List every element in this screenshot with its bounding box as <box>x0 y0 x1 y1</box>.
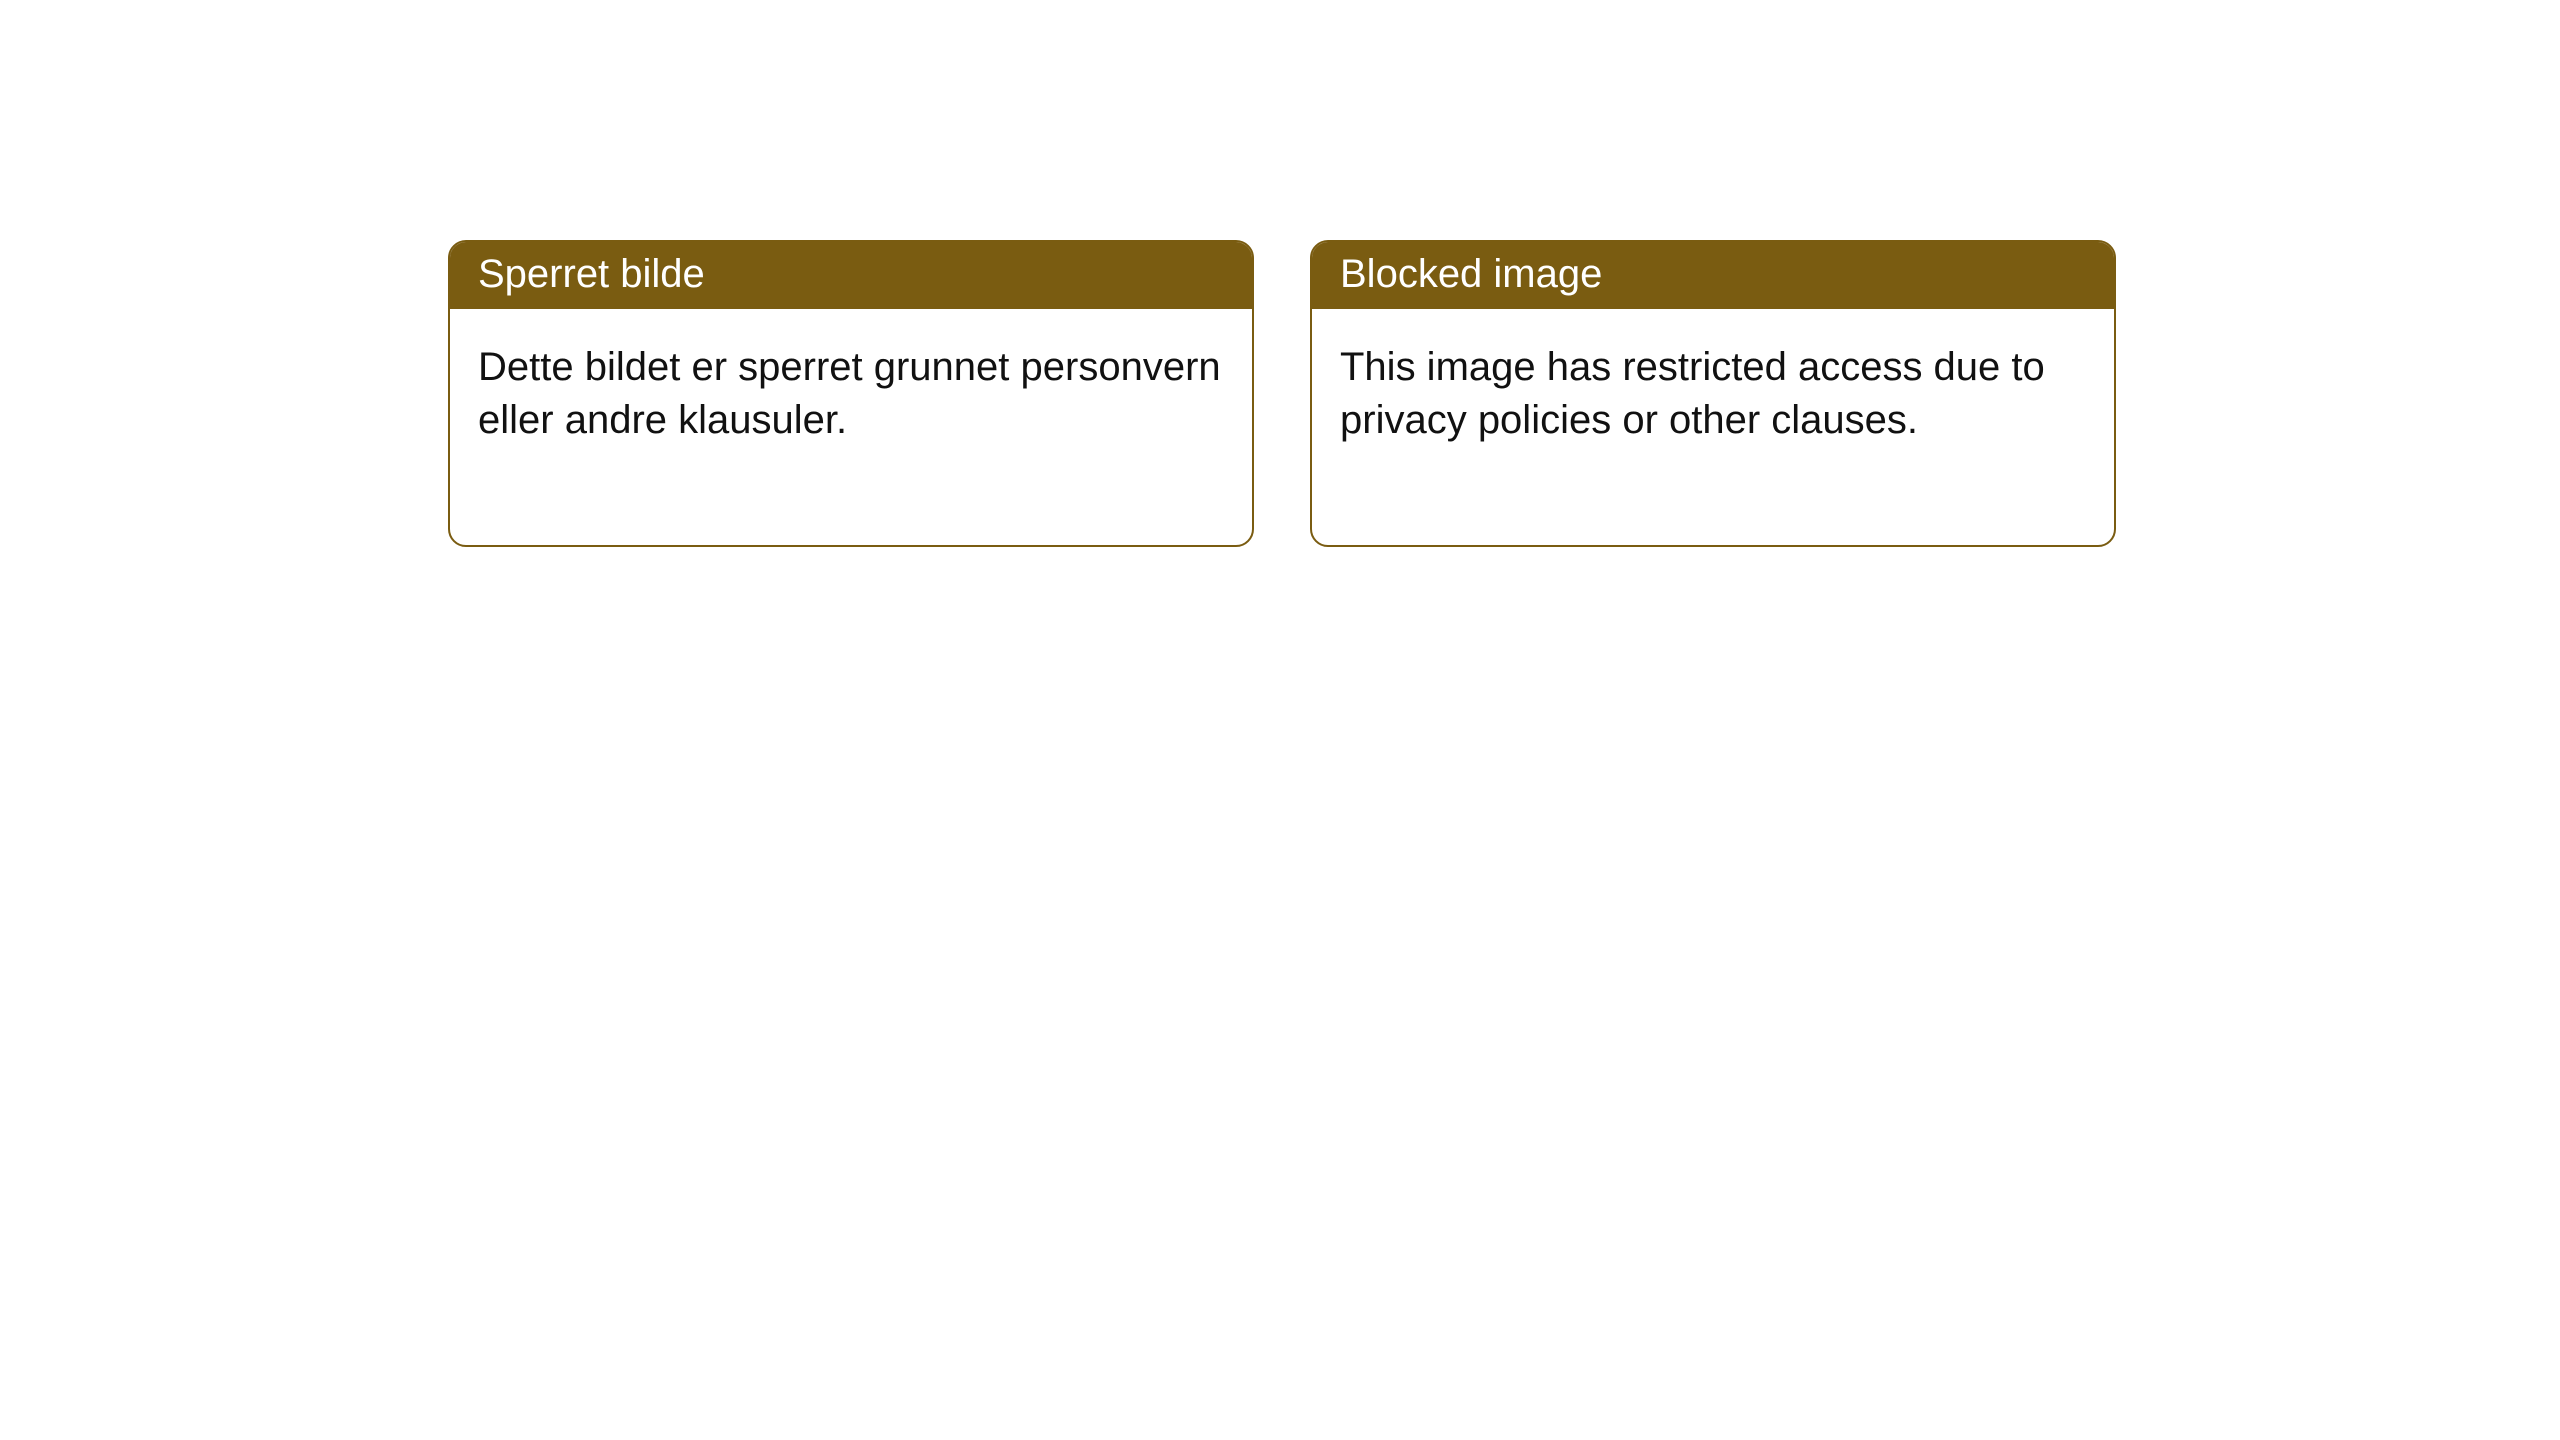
notice-container: Sperret bilde Dette bildet er sperret gr… <box>0 0 2560 547</box>
notice-card-norwegian: Sperret bilde Dette bildet er sperret gr… <box>448 240 1254 547</box>
notice-body: This image has restricted access due to … <box>1312 309 2114 545</box>
notice-body: Dette bildet er sperret grunnet personve… <box>450 309 1252 545</box>
notice-title: Blocked image <box>1312 242 2114 309</box>
notice-title: Sperret bilde <box>450 242 1252 309</box>
notice-card-english: Blocked image This image has restricted … <box>1310 240 2116 547</box>
